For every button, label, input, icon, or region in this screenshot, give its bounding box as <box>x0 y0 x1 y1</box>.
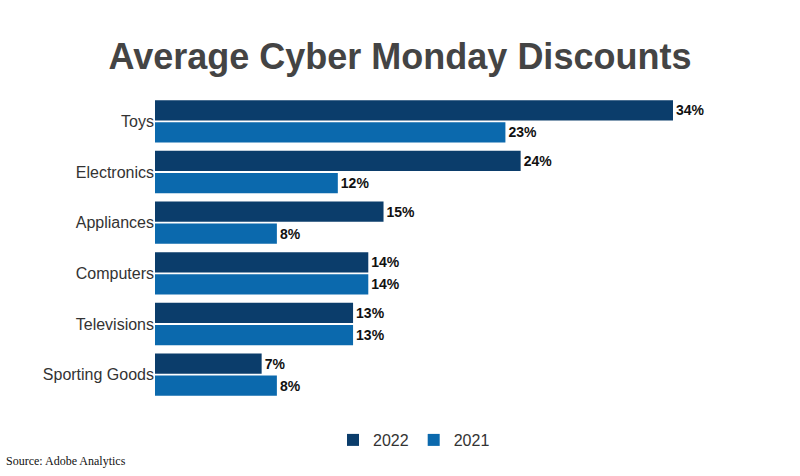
svg-text:Sporting Goods: Sporting Goods <box>43 366 154 383</box>
svg-text:13%: 13% <box>356 327 385 343</box>
svg-text:Appliances: Appliances <box>76 214 154 231</box>
svg-text:Average Cyber Monday Discounts: Average Cyber Monday Discounts <box>109 36 692 77</box>
svg-text:14%: 14% <box>371 254 400 270</box>
svg-text:12%: 12% <box>341 175 370 191</box>
svg-text:15%: 15% <box>387 204 416 220</box>
svg-text:Computers: Computers <box>76 265 154 282</box>
svg-text:23%: 23% <box>508 124 537 140</box>
svg-text:8%: 8% <box>280 226 301 242</box>
svg-text:8%: 8% <box>280 378 301 394</box>
svg-text:2021: 2021 <box>454 432 490 449</box>
svg-text:13%: 13% <box>356 305 385 321</box>
svg-text:14%: 14% <box>371 276 400 292</box>
svg-text:2022: 2022 <box>373 432 409 449</box>
svg-text:Toys: Toys <box>121 113 154 130</box>
svg-text:Televisions: Televisions <box>76 316 154 333</box>
svg-text:7%: 7% <box>265 356 286 372</box>
svg-text:Source: Adobe Analytics: Source: Adobe Analytics <box>6 454 126 468</box>
svg-text:34%: 34% <box>676 102 705 118</box>
svg-text:Electronics: Electronics <box>76 164 154 181</box>
svg-text:24%: 24% <box>524 153 553 169</box>
